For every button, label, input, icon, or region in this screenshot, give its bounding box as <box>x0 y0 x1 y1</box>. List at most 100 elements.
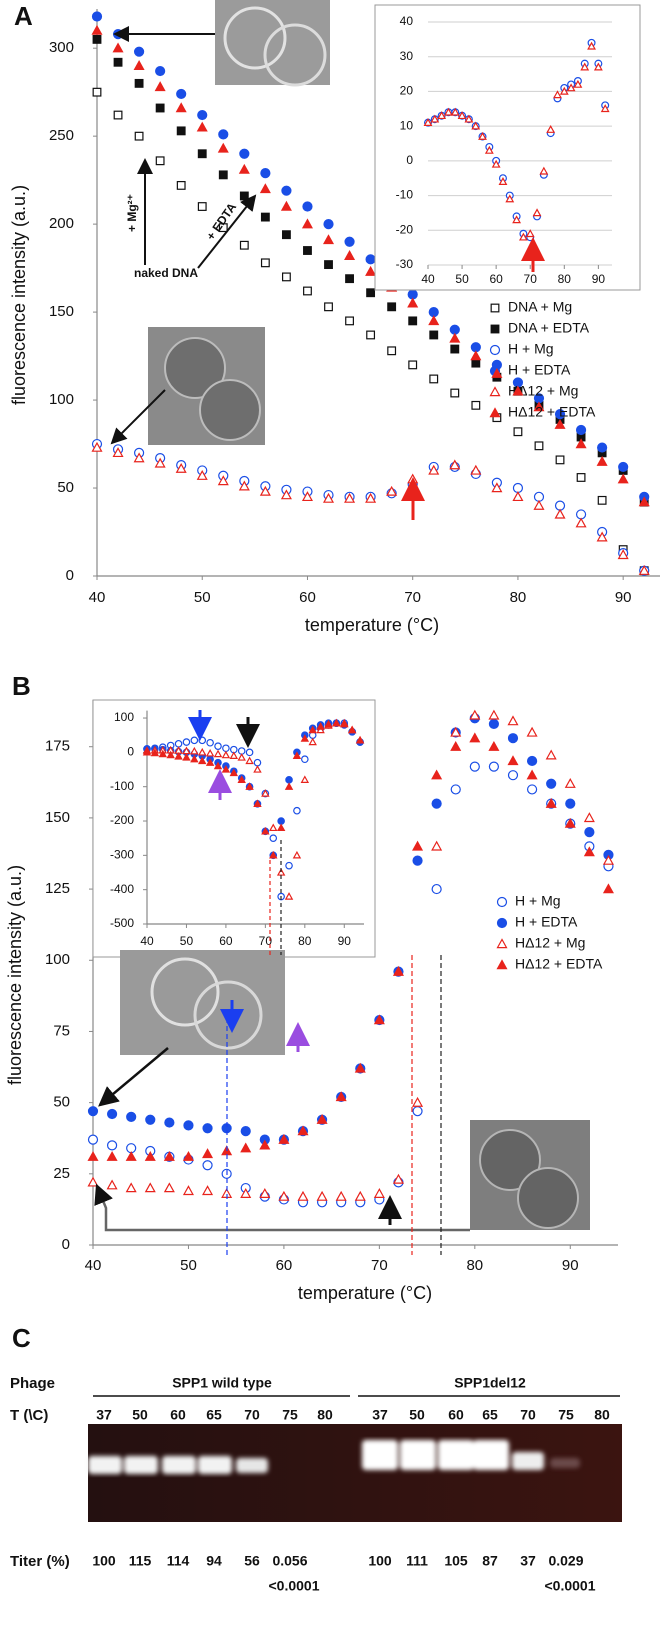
data-point <box>205 758 215 766</box>
data-point <box>345 316 354 326</box>
data-point <box>449 459 461 470</box>
data-point <box>488 709 500 720</box>
capsid <box>150 957 220 1027</box>
y-tick-label: 100 <box>45 951 70 968</box>
data-point <box>301 218 313 229</box>
data-point <box>513 427 523 437</box>
data-point <box>87 1176 99 1187</box>
x-tick-label: 50 <box>194 589 211 606</box>
data-point <box>566 83 576 92</box>
data-point <box>297 1190 309 1201</box>
data-point <box>507 755 519 766</box>
data-point <box>392 965 404 976</box>
data-point <box>293 806 301 815</box>
data-point <box>269 834 278 842</box>
data-point <box>324 719 333 728</box>
temperature-label: 70 <box>520 1407 536 1423</box>
band <box>198 1456 232 1474</box>
data-point <box>240 1126 251 1137</box>
data-point <box>196 469 208 480</box>
data-point <box>324 260 333 270</box>
y-tick-label: 25 <box>53 1165 70 1182</box>
data-point <box>365 254 376 265</box>
data-point <box>429 374 439 384</box>
data-point <box>198 736 207 745</box>
data-point <box>412 840 424 851</box>
titer-value: <0.0001 <box>269 1578 320 1594</box>
data-point <box>423 118 433 126</box>
temperature-label: 37 <box>372 1407 388 1423</box>
data-point <box>285 776 293 784</box>
data-point <box>596 531 608 542</box>
y-tick-label: -500 <box>110 916 134 930</box>
data-point <box>408 316 418 326</box>
data-point <box>259 183 271 194</box>
data-point <box>106 1150 118 1161</box>
data-point <box>408 360 418 370</box>
data-point <box>576 473 586 482</box>
strain-label: SPP1 wild type <box>172 1375 272 1391</box>
data-point <box>450 107 460 116</box>
band <box>512 1452 544 1470</box>
data-point <box>449 332 461 343</box>
data-point <box>240 1142 252 1153</box>
data-point <box>218 223 228 233</box>
data-point <box>175 462 187 473</box>
legend-label: DNA + Mg <box>508 299 572 315</box>
data-point <box>259 485 271 496</box>
data-point <box>198 756 207 765</box>
data-point <box>253 758 262 767</box>
data-point <box>559 86 569 95</box>
data-point <box>546 778 557 789</box>
data-point <box>213 749 223 758</box>
data-point <box>106 1140 118 1151</box>
y-axis-title: fluorescence intensity (a.u.) <box>9 185 29 405</box>
data-point <box>323 219 334 230</box>
band <box>550 1458 580 1468</box>
legend-marker <box>489 407 501 418</box>
data-point <box>260 258 270 268</box>
data-point <box>491 482 503 493</box>
data-point <box>573 79 583 88</box>
data-point <box>488 718 500 730</box>
legend-marker <box>496 917 508 929</box>
data-point <box>260 168 271 179</box>
data-point <box>555 455 565 465</box>
temperature-label: 65 <box>482 1407 498 1423</box>
data-point <box>316 1190 328 1201</box>
data-point <box>182 753 191 761</box>
data-point <box>284 782 294 790</box>
data-point <box>602 854 614 865</box>
titer-value: 100 <box>368 1553 392 1569</box>
data-point <box>575 424 587 436</box>
capsid <box>263 23 327 87</box>
legend-label: H + EDTA <box>508 362 571 378</box>
temperature-label: 37 <box>96 1407 112 1423</box>
y-tick-label: -10 <box>396 188 414 202</box>
titer-value: 87 <box>482 1553 498 1569</box>
data-point <box>638 564 650 575</box>
x-tick-label: 40 <box>421 272 435 286</box>
titer-value: 115 <box>129 1553 152 1569</box>
legend-marker <box>496 896 508 908</box>
data-point <box>237 775 246 783</box>
x-tick-label: 60 <box>219 934 233 948</box>
data-point <box>505 194 515 203</box>
data-point <box>507 770 519 781</box>
data-point <box>583 846 595 857</box>
data-point <box>583 812 595 823</box>
data-point <box>261 826 270 835</box>
data-point <box>428 464 440 475</box>
data-point <box>340 719 349 728</box>
titer-value: 56 <box>244 1553 260 1569</box>
data-point <box>471 358 481 368</box>
y-tick-label: 0 <box>62 1236 70 1253</box>
data-point <box>217 475 229 486</box>
data-point <box>618 461 629 473</box>
data-point <box>134 78 144 88</box>
data-point <box>355 735 365 744</box>
data-point <box>245 748 254 757</box>
data-point <box>218 170 228 180</box>
data-point <box>488 740 500 751</box>
